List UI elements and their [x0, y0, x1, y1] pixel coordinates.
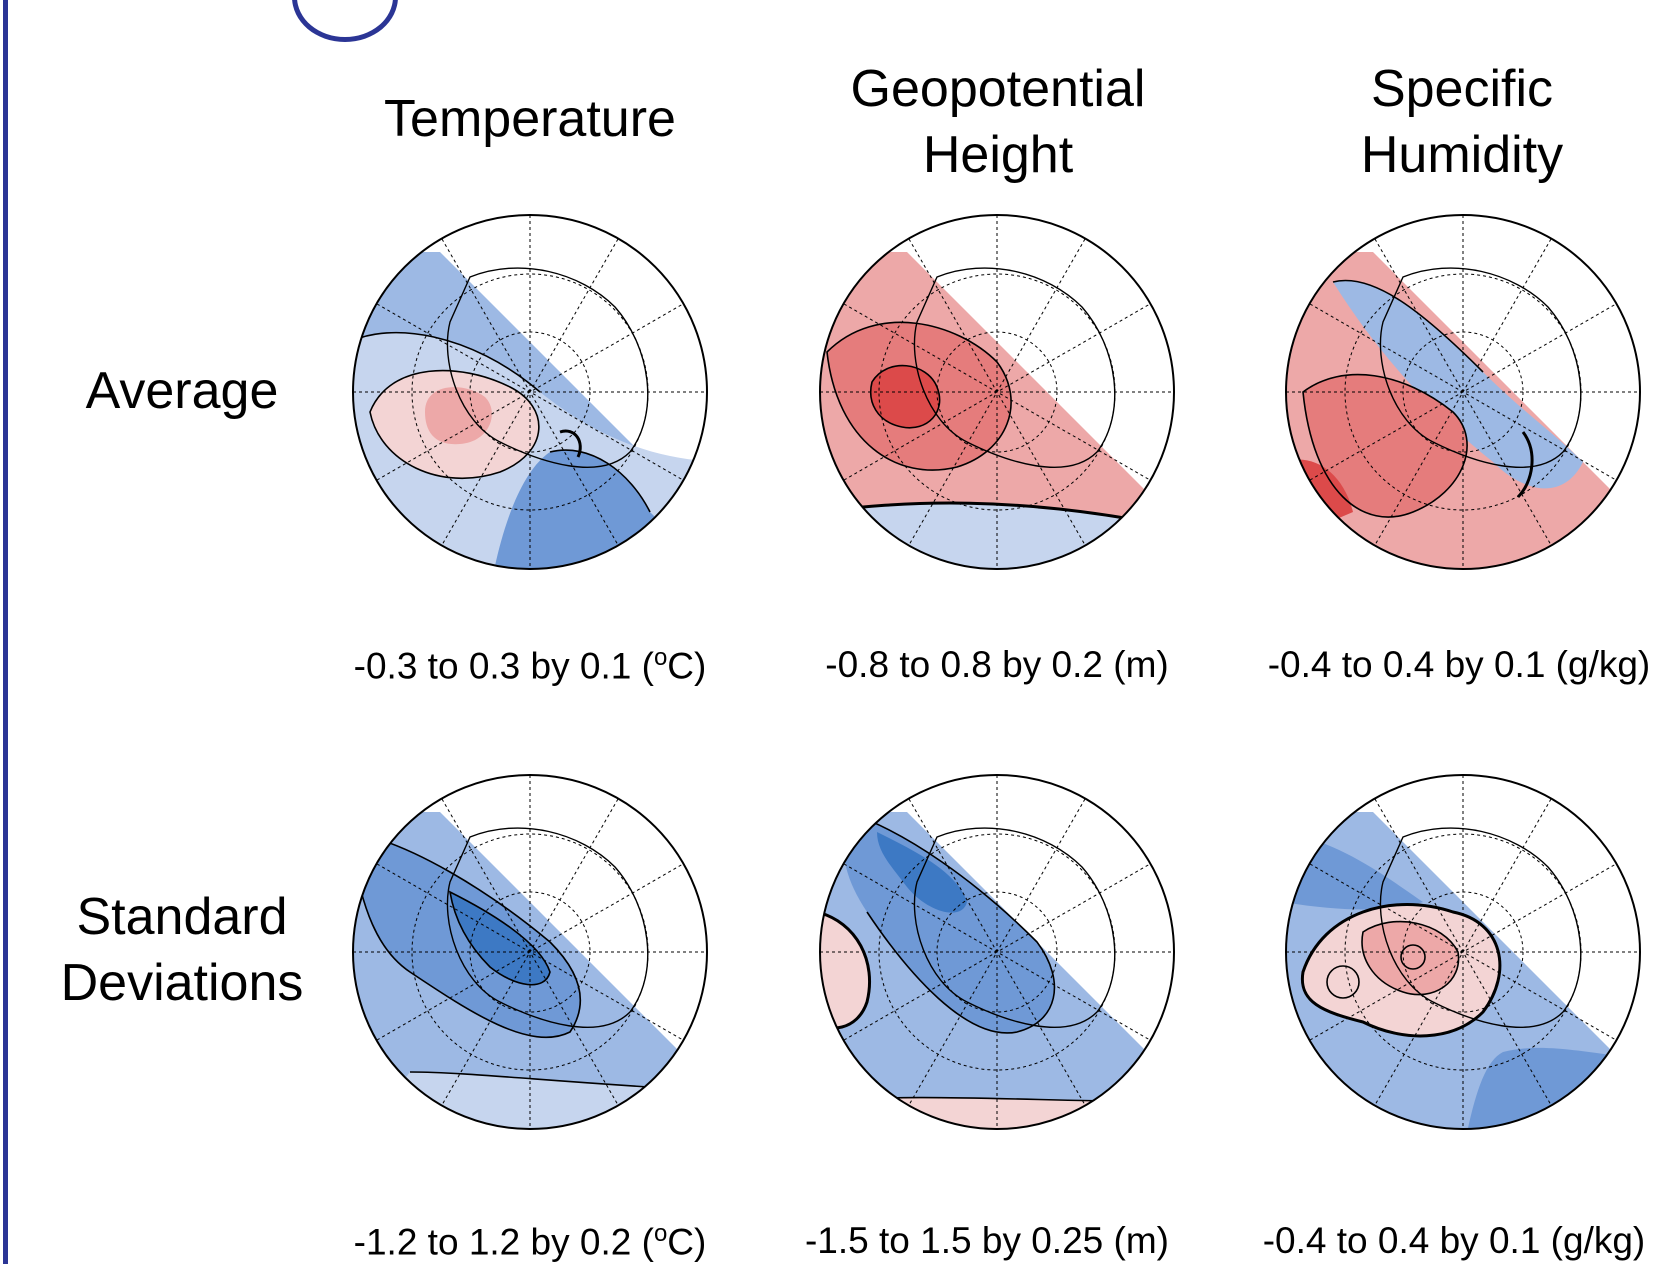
contour-lines: [353, 331, 651, 513]
column-title-line: Geopotential: [850, 60, 1146, 118]
map-std-specific-humidity: [1285, 774, 1641, 1130]
continent-outline: [913, 267, 1116, 468]
continent-outline: [1379, 267, 1582, 468]
map-average-specific-humidity: [1285, 214, 1641, 570]
map-average-temperature: [352, 214, 708, 570]
caption-average-specific-humidity: -0.4 to 0.4 by 0.1 (g/kg): [1267, 644, 1651, 685]
caption-average-geopotential-height: -0.8 to 0.8 by 0.2 (m): [825, 644, 1169, 685]
continent-outline: [446, 827, 649, 1028]
panel-badge: [292, 0, 398, 42]
map-std-geopotential-height: [819, 774, 1175, 1130]
map-boundary: [819, 214, 1175, 570]
map-shading: [1286, 252, 1640, 569]
column-title-line: Humidity: [1360, 126, 1564, 184]
map-std-temperature: [352, 774, 708, 1130]
map-shading: [353, 252, 707, 569]
row-title-average: Average: [22, 358, 342, 424]
row-title-line: Standard: [76, 888, 288, 946]
left-frame-line: [3, 0, 8, 1264]
map-boundary: [819, 774, 1175, 1130]
column-title-line: Height: [922, 126, 1074, 184]
map-boundary: [1285, 774, 1641, 1130]
column-title-line: Specific: [1370, 60, 1554, 118]
column-title-temperature: Temperature: [330, 86, 730, 152]
map-boundary: [1285, 214, 1641, 570]
caption-average-temperature: -0.3 to 0.3 by 0.1 (oC): [353, 644, 707, 687]
caption-std-geopotential-height: -1.5 to 1.5 by 0.25 (m): [804, 1220, 1169, 1261]
map-average-geopotential-height: [819, 214, 1175, 570]
map-boundary: [352, 214, 708, 570]
continent-outline: [446, 267, 649, 468]
continent-outline: [1379, 827, 1582, 1028]
continent-outline: [913, 827, 1116, 1028]
caption-std-specific-humidity: -0.4 to 0.4 by 0.1 (g/kg): [1262, 1220, 1646, 1261]
map-boundary: [352, 774, 708, 1130]
column-title-geopotential-height: Geopotential Height: [798, 56, 1198, 188]
row-title-standard-deviations: Standard Deviations: [22, 884, 342, 1016]
column-title-specific-humidity: Specific Humidity: [1262, 56, 1662, 188]
map-shading: [820, 252, 1174, 569]
caption-std-temperature: -1.2 to 1.2 by 0.2 (oC): [353, 1220, 707, 1263]
row-title-line: Deviations: [60, 954, 304, 1012]
column-title-line: Temperature: [384, 90, 676, 148]
row-title-line: Average: [85, 362, 279, 420]
